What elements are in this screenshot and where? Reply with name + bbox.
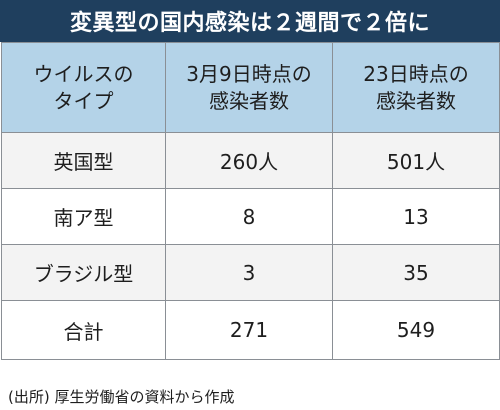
virus-type-cell: 英国型 (1, 132, 166, 189)
mar9-total-cell: 271 (165, 300, 333, 360)
source-note: (出所) 厚生労働省の資料から作成 (8, 388, 235, 406)
23rd-count-cell: 13 (332, 188, 500, 245)
23rd-count-cell: 501人 (332, 132, 500, 189)
mar9-count-cell: 8 (165, 188, 333, 245)
header-line: ウイルスの (33, 61, 134, 86)
header-23rd-count: 23日時点の 感染者数 (332, 42, 500, 133)
table-row: 英国型 260人 501人 (1, 132, 500, 189)
header-line: 3月9日時点の (186, 61, 312, 86)
table-row: 南ア型 8 13 (1, 188, 500, 245)
virus-type-cell: ブラジル型 (1, 244, 166, 301)
infographic-title: 変異型の国内感染は２週間で２倍に (0, 0, 500, 42)
header-row: ウイルスの タイプ 3月9日時点の 感染者数 23日時点の 感染者数 (1, 42, 500, 133)
mar9-count-cell: 260人 (165, 132, 333, 189)
23rd-count-cell: 35 (332, 244, 500, 301)
virus-type-cell: 南ア型 (1, 188, 166, 245)
infection-table: ウイルスの タイプ 3月9日時点の 感染者数 23日時点の 感染者数 英国型 2… (1, 42, 500, 360)
header-line: 感染者数 (376, 88, 456, 113)
total-row: 合計 271 549 (1, 300, 500, 360)
mar9-count-cell: 3 (165, 244, 333, 301)
header-line: 23日時点の (363, 61, 469, 86)
header-line: 感染者数 (209, 88, 289, 113)
header-mar9-count: 3月9日時点の 感染者数 (165, 42, 333, 133)
header-line: タイプ (53, 88, 114, 113)
total-label-cell: 合計 (1, 300, 166, 360)
table-row: ブラジル型 3 35 (1, 244, 500, 301)
header-virus-type: ウイルスの タイプ (1, 42, 166, 133)
23rd-total-cell: 549 (332, 300, 500, 360)
